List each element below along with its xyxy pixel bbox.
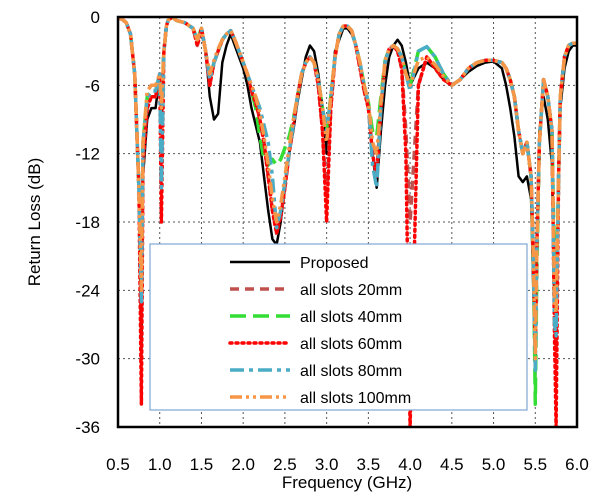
x-tick-label: 1.0 <box>148 455 172 474</box>
y-tick-label: -18 <box>75 213 100 232</box>
y-tick-label: -30 <box>75 350 100 369</box>
y-tick-label: -12 <box>75 145 100 164</box>
legend-label: all slots 60mm <box>300 336 402 353</box>
x-tick-label: 5.5 <box>523 455 547 474</box>
y-tick-label: -24 <box>75 281 100 300</box>
x-tick-label: 5.0 <box>482 455 506 474</box>
plot-area-border <box>116 15 579 429</box>
x-tick-labels: 0.5 1.0 1.5 2.0 2.5 3.0 3.5 4.0 4.5 5.0 5.5 6.0 <box>106 455 589 474</box>
x-tick-label: 4.0 <box>398 455 422 474</box>
x-axis-title: Frequency (GHz) <box>282 473 412 492</box>
x-tick-label: 0.5 <box>106 455 130 474</box>
y-tick-label: 0 <box>91 8 100 27</box>
x-tick-label: 3.0 <box>315 455 339 474</box>
legend-label: all slots 80mm <box>300 363 402 380</box>
legend-label: all slots 40mm <box>300 309 402 326</box>
y-tick-label: -6 <box>85 76 100 95</box>
legend-box <box>149 243 528 411</box>
series-line-5 <box>118 17 577 361</box>
y-tick-label: -36 <box>75 418 100 437</box>
x-tick-label: 2.0 <box>231 455 255 474</box>
legend-label: all slots 100mm <box>300 390 411 407</box>
x-tick-label: 4.5 <box>440 455 464 474</box>
legend-label: Proposed <box>300 255 369 272</box>
legend-label: all slots 20mm <box>300 282 402 299</box>
x-tick-label: 3.5 <box>357 455 381 474</box>
x-tick-label: 1.5 <box>190 455 214 474</box>
series-group <box>118 17 577 427</box>
y-tick-labels: 0 -6 -12 -18 -24 -30 -36 <box>75 8 100 437</box>
x-tick-label: 2.5 <box>273 455 297 474</box>
y-axis-title: Return Loss (dB) <box>25 158 44 287</box>
x-tick-label: 6.0 <box>565 455 589 474</box>
legend: Proposed all slots 20mm all slots 40mm all … <box>149 243 528 411</box>
